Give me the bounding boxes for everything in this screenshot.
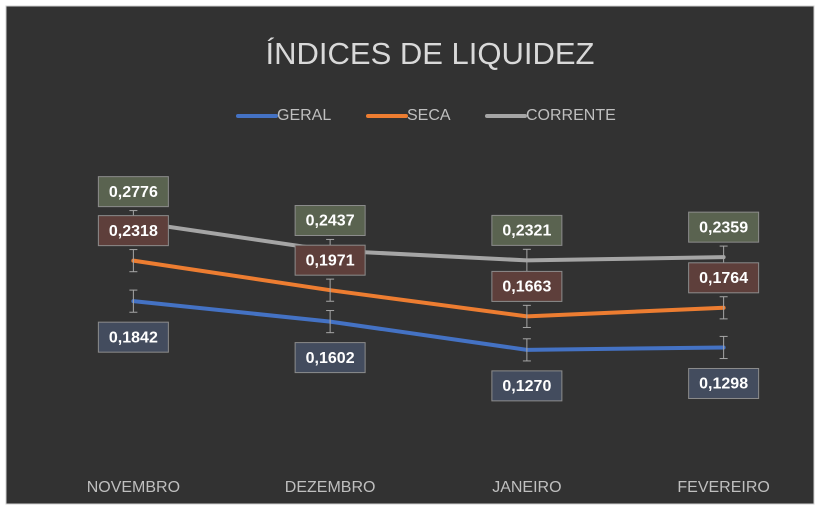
error-bar (719, 335, 728, 360)
data-label-box (97, 176, 169, 208)
data-label-box (688, 367, 760, 399)
data-label: 0,2321 (502, 223, 551, 240)
data-label-box (491, 214, 563, 246)
error-bar (522, 338, 531, 362)
series-line (131, 258, 726, 319)
data-label: 0,2437 (306, 213, 355, 230)
error-bar (326, 310, 335, 334)
data-label: 0,1270 (502, 378, 551, 395)
data-label-box (97, 321, 169, 353)
data-label-box (294, 342, 366, 374)
data-label-box (294, 205, 366, 237)
data-label-box (688, 262, 760, 294)
data-label: 0,2776 (109, 184, 158, 201)
x-tick-label: JANEIRO (492, 479, 561, 496)
data-label: 0,1764 (699, 270, 748, 287)
error-bar (719, 296, 728, 320)
x-tick-label: DEZEMBRO (285, 479, 376, 496)
error-bar (522, 304, 531, 328)
data-label: 0,1602 (306, 350, 355, 367)
error-bar (129, 289, 138, 313)
data-label-box (491, 270, 563, 302)
data-label: 0,2318 (109, 223, 158, 240)
data-label-box (294, 244, 366, 276)
series-line (131, 299, 726, 352)
chart-title: ÍNDICES DE LIQUIDEZ (266, 36, 595, 71)
data-label-box (688, 211, 760, 243)
data-label: 0,1298 (699, 376, 748, 393)
legend-label: CORRENTE (526, 107, 616, 124)
data-label-box (97, 215, 169, 247)
legend-label: GERAL (277, 107, 331, 124)
data-label: 0,2359 (699, 219, 748, 236)
x-tick-label: FEVEREIRO (677, 479, 769, 496)
data-label-box (491, 370, 563, 402)
series-line (131, 219, 726, 263)
legend-label: SECA (407, 107, 451, 124)
x-tick-label: NOVEMBRO (87, 479, 180, 496)
error-bar (326, 278, 335, 302)
data-label: 0,1971 (306, 252, 355, 269)
data-label: 0,1842 (109, 329, 158, 346)
data-label: 0,1663 (502, 279, 551, 296)
error-bar (129, 249, 138, 273)
